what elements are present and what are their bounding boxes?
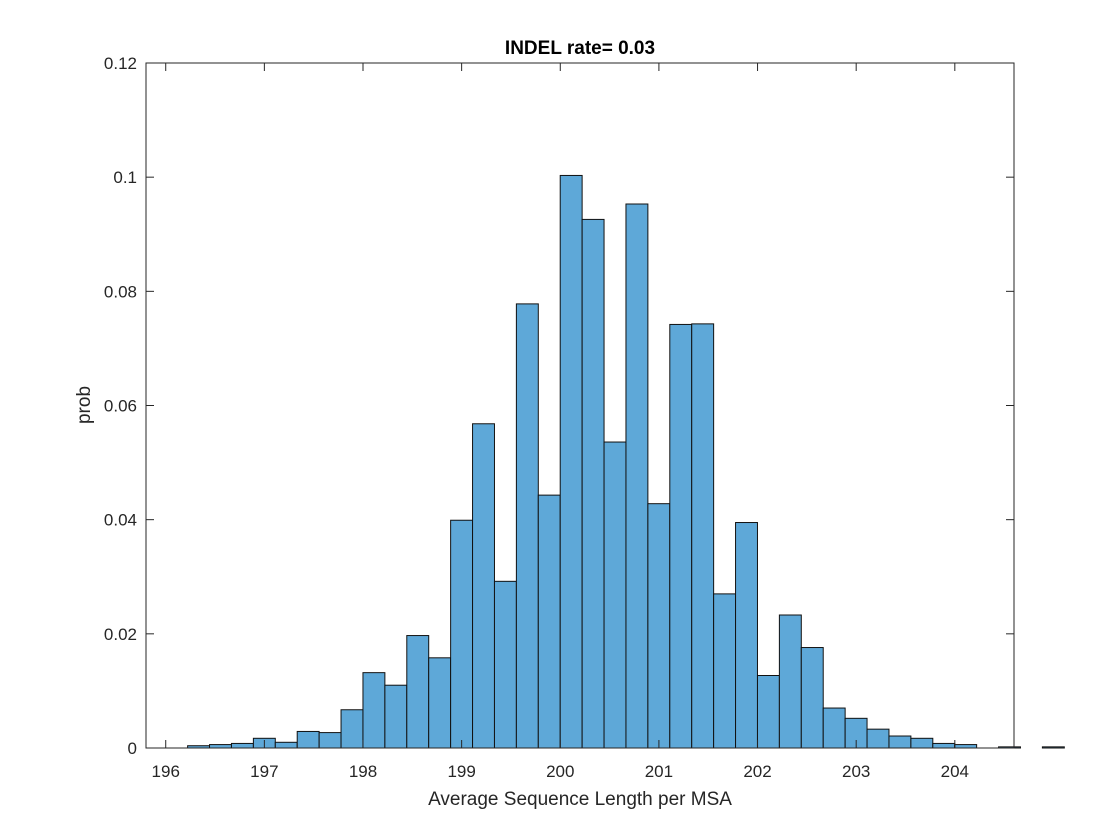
histogram-bar <box>209 744 232 749</box>
y-tick-label: 0.04 <box>104 511 137 530</box>
histogram-bar <box>756 675 780 749</box>
x-tick-label: 204 <box>941 762 969 781</box>
x-tick-label: 196 <box>152 762 180 781</box>
histogram-bar <box>1041 746 1065 749</box>
histogram-bar <box>735 522 758 749</box>
histogram-bar <box>669 323 693 749</box>
histogram-bar <box>428 657 452 749</box>
histogram-bar <box>778 614 802 749</box>
histogram-bar <box>493 580 517 749</box>
y-axis-ticks: 0 0.02 0.04 0.06 0.08 0.1 0.12 <box>104 54 1014 758</box>
histogram-bar <box>472 423 495 749</box>
histogram-bar <box>800 647 824 749</box>
histogram-bar <box>406 635 430 749</box>
histogram-bar <box>296 730 320 749</box>
x-axis-ticks: 196 197 198 199 200 201 202 203 204 <box>152 63 969 781</box>
chart-title: INDEL rate= 0.03 <box>505 38 655 59</box>
histogram-bar <box>603 441 627 749</box>
histogram-bar <box>932 742 956 749</box>
histogram-bar <box>274 741 298 749</box>
histogram-bar <box>625 203 649 749</box>
x-tick-label: 199 <box>447 762 475 781</box>
histogram-bar <box>910 737 934 749</box>
y-tick-label: 0.02 <box>104 625 137 644</box>
histogram-bar <box>713 593 737 749</box>
x-tick-label: 202 <box>743 762 771 781</box>
histogram-bar <box>691 323 715 749</box>
histogram-bar <box>647 503 671 749</box>
histogram-bar <box>559 174 583 749</box>
histogram-bar <box>384 684 408 749</box>
bars-group <box>187 174 1065 749</box>
x-tick-label: 198 <box>349 762 377 781</box>
histogram-bar <box>362 672 386 749</box>
x-axis-label: Average Sequence Length per MSA <box>428 789 732 810</box>
histogram-bar <box>515 303 539 749</box>
histogram-bar <box>318 732 342 749</box>
y-tick-label: 0 <box>128 739 137 758</box>
histogram-bar <box>230 742 254 749</box>
y-tick-label: 0.06 <box>104 397 137 416</box>
y-tick-label: 0.08 <box>104 282 137 301</box>
y-axis-label: prob <box>74 386 95 424</box>
histogram-bar <box>340 709 364 749</box>
histogram-bar <box>537 494 561 749</box>
histogram-bar <box>888 735 912 749</box>
x-tick-label: 203 <box>842 762 870 781</box>
histogram-bar <box>450 519 474 749</box>
histogram-bar <box>866 728 890 749</box>
y-tick-label: 0.1 <box>113 168 137 187</box>
x-tick-label: 200 <box>546 762 574 781</box>
y-tick-label: 0.12 <box>104 54 137 73</box>
histogram-bar <box>822 707 846 749</box>
histogram-bar <box>581 218 605 749</box>
x-tick-label: 197 <box>250 762 278 781</box>
histogram-bar <box>954 744 978 749</box>
x-tick-label: 201 <box>645 762 673 781</box>
